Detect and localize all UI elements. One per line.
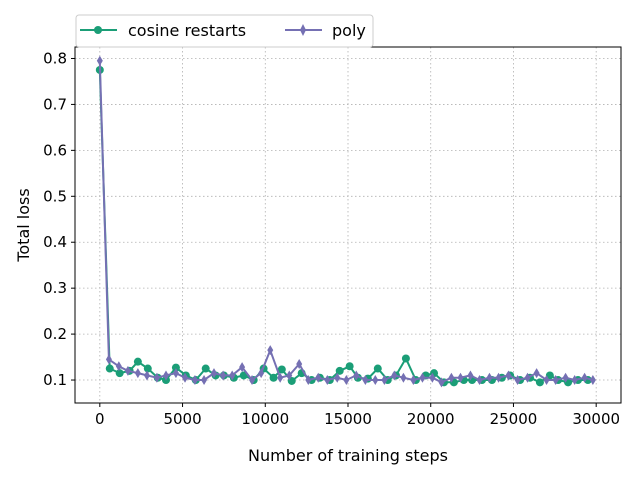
data-point	[143, 370, 150, 381]
data-point	[296, 358, 303, 369]
data-point	[581, 372, 588, 383]
data-point	[345, 362, 354, 371]
data-point	[362, 375, 369, 386]
data-point	[552, 375, 559, 386]
data-point	[210, 368, 217, 379]
data-point	[524, 372, 531, 383]
data-point	[372, 375, 379, 386]
data-point	[258, 368, 265, 379]
data-point	[535, 378, 544, 387]
legend-label-poly: poly	[332, 21, 366, 40]
data-point	[305, 375, 312, 386]
x-axis-label: Number of training steps	[248, 446, 448, 465]
data-point	[171, 363, 180, 372]
data-point	[514, 375, 521, 386]
data-point	[269, 373, 278, 382]
data-point	[286, 370, 293, 381]
data-point	[153, 372, 160, 383]
series-group	[95, 55, 596, 388]
legend-marker-poly	[300, 24, 306, 36]
data-point	[229, 370, 236, 381]
data-point	[457, 372, 464, 383]
data-point	[201, 364, 210, 373]
data-point	[401, 354, 410, 363]
data-point	[134, 368, 141, 379]
series-poly	[96, 55, 596, 388]
series-line	[98, 60, 594, 384]
data-point	[201, 375, 208, 386]
data-point	[115, 369, 124, 378]
x-tick-label: 20000	[407, 410, 455, 428]
data-point	[429, 372, 436, 383]
y-axis-label: Total loss	[14, 188, 33, 262]
data-point	[495, 372, 502, 383]
data-point	[239, 362, 246, 373]
data-point	[419, 372, 426, 383]
data-point	[249, 375, 256, 386]
y-tick-label: 0.2	[43, 325, 67, 343]
data-point	[220, 370, 227, 381]
legend: cosine restarts poly	[75, 14, 374, 48]
data-point	[448, 372, 455, 383]
data-point	[191, 375, 198, 386]
y-tick-label: 0.5	[43, 187, 67, 205]
y-tick-label: 0.6	[43, 141, 67, 159]
data-point	[277, 365, 286, 374]
legend-label-cosine: cosine restarts	[128, 21, 246, 40]
y-tick-label: 0.7	[43, 95, 67, 113]
data-point	[400, 372, 407, 383]
data-point	[391, 370, 398, 381]
data-point	[182, 372, 189, 383]
y-tick-label: 0.3	[43, 279, 67, 297]
series-line	[98, 69, 588, 384]
data-point	[143, 364, 152, 373]
y-tick-label: 0.4	[43, 233, 67, 251]
data-point	[353, 370, 360, 381]
legend-frame	[75, 14, 374, 48]
data-point	[163, 370, 169, 381]
x-tick-label: 15000	[324, 410, 372, 428]
data-point	[571, 375, 578, 386]
data-point	[505, 370, 512, 381]
data-point	[277, 372, 284, 383]
data-point	[172, 368, 179, 379]
data-point	[438, 377, 445, 388]
data-point	[133, 357, 142, 366]
data-point	[589, 375, 596, 386]
grid	[75, 47, 621, 403]
data-point	[543, 375, 550, 386]
data-point	[410, 375, 417, 386]
data-point	[96, 55, 103, 66]
legend-marker-cosine	[94, 26, 102, 34]
data-point	[334, 372, 341, 383]
ticks: 0 5000 10000 15000 20000 25000 30000 0.1 0.2 0.3 0…	[43, 49, 620, 428]
data-point	[115, 361, 122, 372]
data-point	[486, 372, 493, 383]
data-point	[105, 364, 114, 373]
x-tick-label: 25000	[490, 410, 538, 428]
x-tick-label: 10000	[241, 410, 289, 428]
data-point	[562, 372, 569, 383]
data-point	[476, 375, 483, 386]
data-point	[267, 345, 274, 356]
data-point	[467, 370, 474, 381]
y-tick-label: 0.8	[43, 49, 67, 67]
x-tick-label: 30000	[572, 410, 620, 428]
data-point	[373, 364, 382, 373]
data-point	[324, 375, 331, 386]
data-point	[343, 375, 350, 386]
data-point	[335, 366, 344, 375]
data-point	[124, 365, 131, 376]
x-tick-label: 0	[95, 410, 105, 428]
data-point	[533, 368, 540, 379]
data-point	[381, 375, 388, 386]
y-tick-label: 0.1	[43, 371, 67, 389]
series-cosine-restarts	[95, 65, 592, 387]
x-tick-label: 5000	[163, 410, 201, 428]
data-point	[315, 372, 322, 383]
data-point	[105, 354, 112, 365]
